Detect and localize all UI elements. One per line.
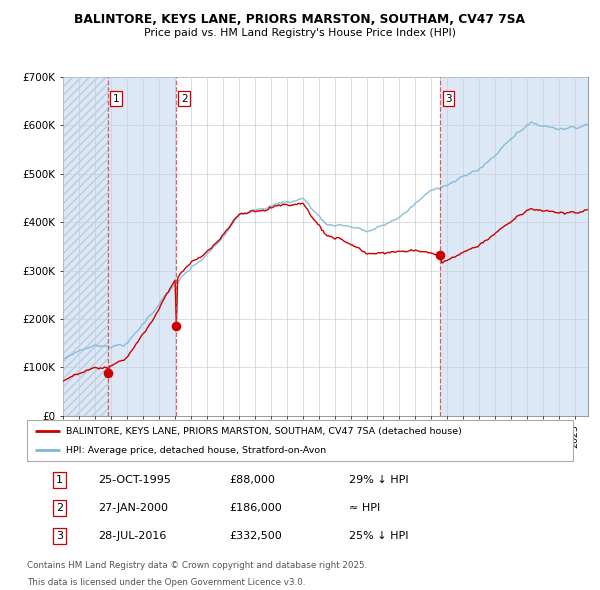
Bar	[440, 77, 588, 416]
Text: 3: 3	[56, 531, 63, 541]
Point	[436, 250, 445, 260]
Bar	[108, 77, 176, 416]
Text: 2: 2	[56, 503, 64, 513]
Text: 1: 1	[56, 475, 63, 485]
Text: £88,000: £88,000	[229, 475, 275, 485]
Text: 28-JUL-2016: 28-JUL-2016	[98, 531, 166, 541]
Text: £186,000: £186,000	[229, 503, 282, 513]
Text: 25-OCT-1995: 25-OCT-1995	[98, 475, 171, 485]
Text: 29% ↓ HPI: 29% ↓ HPI	[349, 475, 409, 485]
Point	[172, 321, 181, 330]
Text: BALINTORE, KEYS LANE, PRIORS MARSTON, SOUTHAM, CV47 7SA: BALINTORE, KEYS LANE, PRIORS MARSTON, SO…	[74, 13, 526, 26]
Text: This data is licensed under the Open Government Licence v3.0.: This data is licensed under the Open Gov…	[27, 578, 305, 587]
FancyBboxPatch shape	[27, 420, 573, 461]
Text: 1: 1	[113, 94, 119, 104]
Text: 2: 2	[181, 94, 188, 104]
Text: 27-JAN-2000: 27-JAN-2000	[98, 503, 168, 513]
Text: ≈ HPI: ≈ HPI	[349, 503, 380, 513]
Text: 3: 3	[445, 94, 452, 104]
Text: Contains HM Land Registry data © Crown copyright and database right 2025.: Contains HM Land Registry data © Crown c…	[27, 560, 367, 569]
Text: HPI: Average price, detached house, Stratford-on-Avon: HPI: Average price, detached house, Stra…	[67, 445, 326, 455]
Bar	[63, 77, 108, 416]
Text: Price paid vs. HM Land Registry's House Price Index (HPI): Price paid vs. HM Land Registry's House …	[144, 28, 456, 38]
Text: BALINTORE, KEYS LANE, PRIORS MARSTON, SOUTHAM, CV47 7SA (detached house): BALINTORE, KEYS LANE, PRIORS MARSTON, SO…	[67, 427, 462, 436]
Bar	[176, 77, 440, 416]
Point	[103, 369, 113, 378]
Text: 25% ↓ HPI: 25% ↓ HPI	[349, 531, 409, 541]
Text: £332,500: £332,500	[229, 531, 282, 541]
